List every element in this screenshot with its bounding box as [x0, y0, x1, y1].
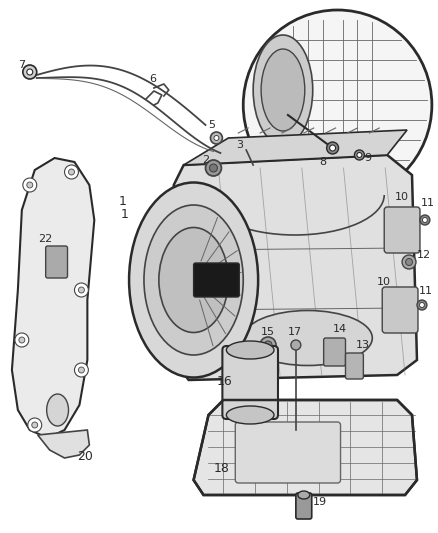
Text: 1: 1: [121, 208, 129, 221]
Circle shape: [260, 337, 276, 353]
FancyBboxPatch shape: [296, 493, 312, 519]
Text: 1: 1: [119, 195, 127, 208]
Ellipse shape: [253, 35, 313, 145]
Circle shape: [264, 341, 272, 349]
Text: 18: 18: [213, 462, 230, 475]
Text: 6: 6: [149, 74, 156, 84]
Text: 10: 10: [377, 277, 391, 287]
Circle shape: [78, 367, 85, 373]
Ellipse shape: [144, 205, 243, 355]
Text: 2: 2: [202, 155, 210, 165]
Circle shape: [64, 165, 78, 179]
Text: 13: 13: [355, 340, 369, 350]
Circle shape: [417, 300, 427, 310]
Ellipse shape: [226, 406, 274, 424]
Ellipse shape: [226, 341, 274, 359]
Circle shape: [406, 259, 413, 265]
Circle shape: [209, 164, 217, 172]
Circle shape: [23, 65, 37, 79]
Text: 3: 3: [236, 140, 243, 150]
Circle shape: [420, 215, 430, 225]
Circle shape: [291, 340, 301, 350]
Circle shape: [15, 333, 29, 347]
Circle shape: [205, 160, 221, 176]
Circle shape: [27, 69, 33, 75]
Text: 22: 22: [38, 234, 52, 244]
Text: 5: 5: [208, 120, 215, 130]
Ellipse shape: [129, 182, 258, 377]
FancyBboxPatch shape: [346, 353, 364, 379]
Text: 10: 10: [395, 192, 409, 202]
Ellipse shape: [47, 394, 68, 426]
Polygon shape: [38, 430, 89, 458]
Polygon shape: [194, 400, 417, 495]
Text: 8: 8: [319, 157, 326, 167]
Ellipse shape: [159, 228, 228, 333]
Text: 17: 17: [288, 327, 302, 337]
Circle shape: [402, 255, 416, 269]
FancyBboxPatch shape: [235, 422, 340, 483]
Text: 19: 19: [313, 497, 327, 507]
Text: 16: 16: [216, 375, 232, 388]
FancyBboxPatch shape: [46, 246, 67, 278]
Circle shape: [354, 150, 364, 160]
Circle shape: [330, 145, 336, 151]
Circle shape: [19, 337, 25, 343]
FancyBboxPatch shape: [384, 207, 420, 253]
Ellipse shape: [298, 491, 310, 499]
FancyBboxPatch shape: [324, 338, 346, 366]
Polygon shape: [174, 155, 417, 380]
Polygon shape: [12, 158, 94, 438]
Text: 7: 7: [18, 60, 25, 70]
Circle shape: [357, 152, 362, 157]
Ellipse shape: [261, 49, 305, 131]
Circle shape: [327, 142, 339, 154]
Circle shape: [74, 283, 88, 297]
Circle shape: [214, 135, 219, 141]
Circle shape: [211, 132, 223, 144]
Text: 12: 12: [417, 250, 431, 260]
Text: 11: 11: [419, 286, 433, 296]
Text: 20: 20: [78, 450, 93, 463]
Circle shape: [27, 182, 33, 188]
FancyBboxPatch shape: [382, 287, 418, 333]
Circle shape: [32, 422, 38, 428]
Ellipse shape: [243, 10, 432, 200]
Text: 14: 14: [332, 324, 347, 334]
Circle shape: [23, 178, 37, 192]
Circle shape: [78, 287, 85, 293]
Circle shape: [74, 363, 88, 377]
Circle shape: [422, 217, 427, 222]
Text: 15: 15: [261, 327, 275, 337]
Text: 9: 9: [364, 153, 371, 163]
Text: 11: 11: [421, 198, 435, 208]
FancyBboxPatch shape: [223, 346, 278, 419]
Polygon shape: [184, 130, 407, 165]
Circle shape: [68, 169, 74, 175]
FancyBboxPatch shape: [194, 263, 239, 297]
Circle shape: [28, 418, 42, 432]
Ellipse shape: [243, 311, 372, 366]
Circle shape: [420, 303, 424, 308]
